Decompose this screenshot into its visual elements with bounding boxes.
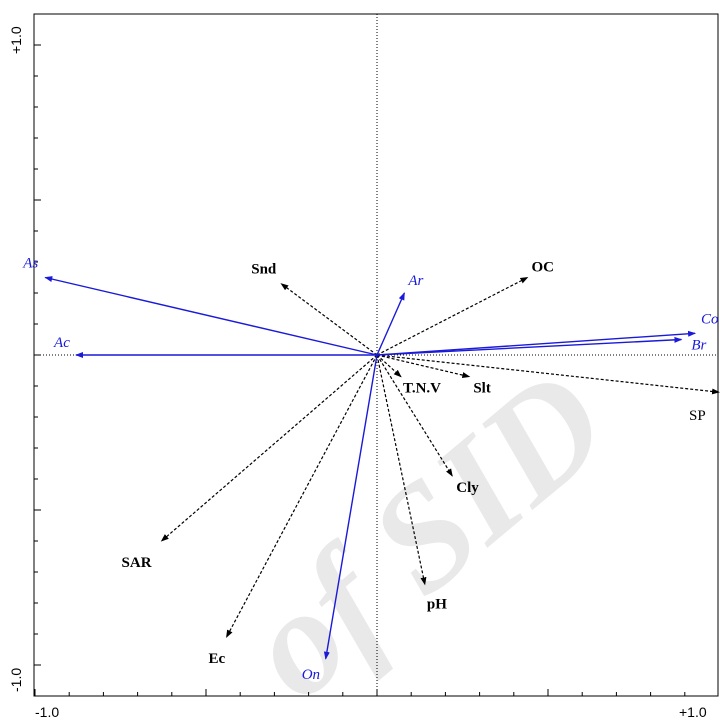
environment-arrows: OC Snd T.N.V Slt SP Cly SAR pH Ec [122,260,720,667]
env-label-t-n-v: T.N.V [403,381,441,397]
species-label-co: Co [701,311,719,327]
env-arrow-t-n-v [376,354,402,378]
env-label-ec: Ec [209,651,226,667]
y-tick-label-max: +1.0 [8,26,24,54]
env-arrow-sar [160,354,378,542]
species-label-br: Br [691,338,706,354]
env-arrow-slt [376,354,471,379]
species-arrows: As Ac Ar Co Br On [22,256,719,683]
species-label-ar: Ar [407,273,423,289]
species-label-on: On [302,667,320,683]
env-arrow-oc [376,276,529,356]
env-arrow-cly [376,354,453,477]
env-arrow-ph [376,354,427,586]
species-arrow-on [323,354,378,660]
env-label-snd: Snd [251,262,277,278]
env-label-sar: SAR [122,555,152,571]
env-label-cly: Cly [456,480,479,496]
axis-ticks [34,44,686,696]
x-tick-label-min: -1.0 [35,704,59,720]
env-label-oc: OC [531,260,554,276]
species-arrow-ar [376,292,406,356]
env-label-sp: SP [689,408,706,424]
y-tick-label-min: -1.0 [8,668,24,692]
species-arrow-br [376,336,683,356]
env-arrow-ec [225,354,378,638]
env-arrow-sp [376,354,720,395]
x-tick-label-max: +1.0 [679,704,707,720]
species-arrow-as [44,276,378,356]
env-label-slt: Slt [473,381,491,397]
species-arrow-co [376,330,697,356]
species-label-ac: Ac [53,335,70,351]
env-label-ph: pH [427,596,447,612]
species-label-as: As [22,256,38,272]
